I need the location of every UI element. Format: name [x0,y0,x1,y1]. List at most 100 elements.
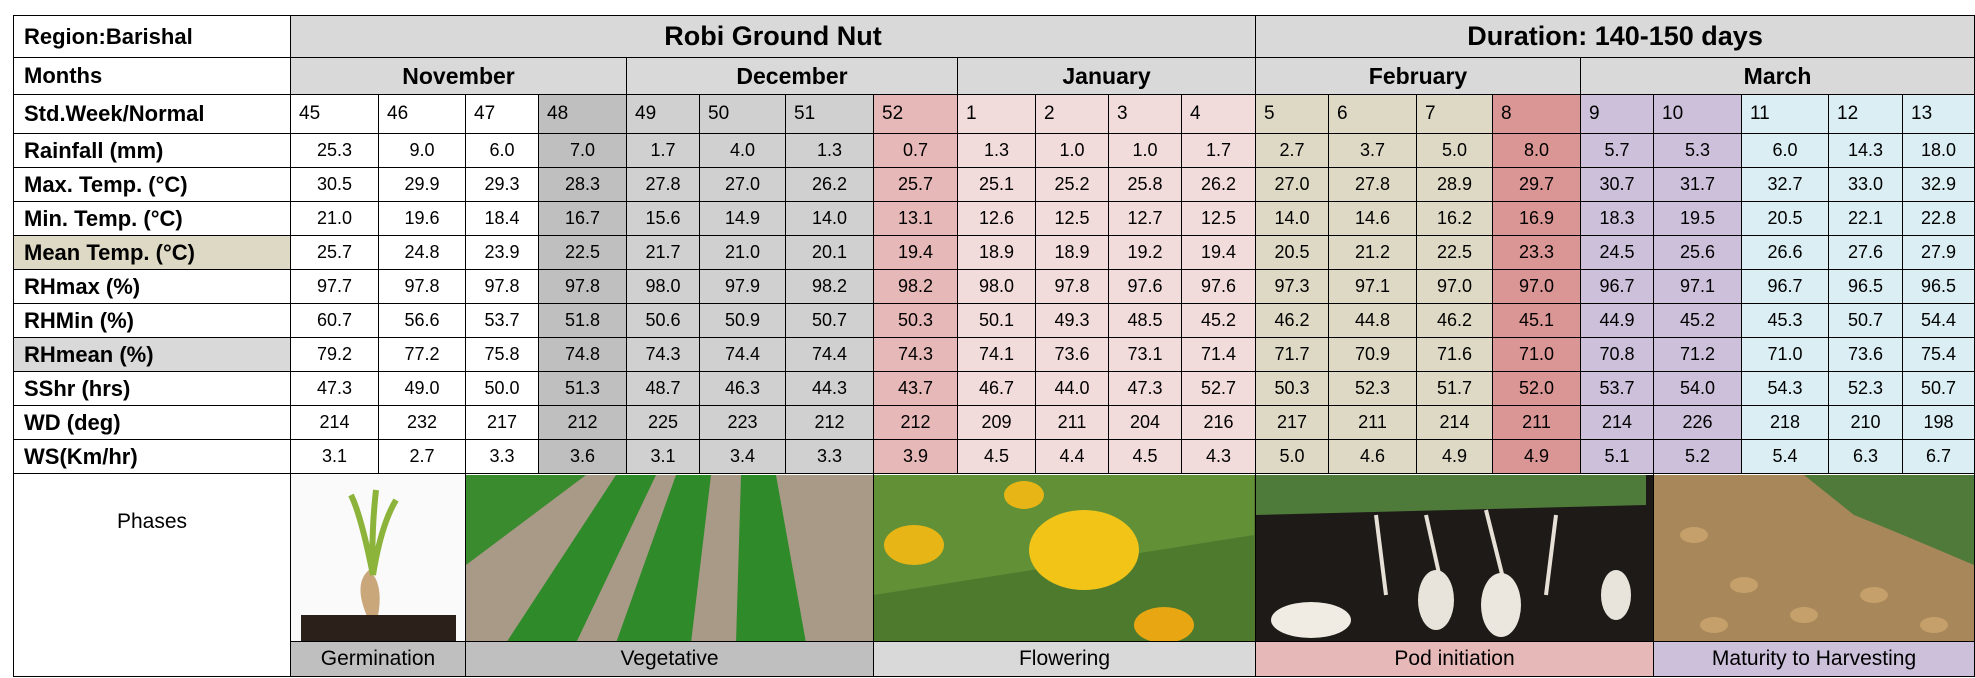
value: 54.4 [1903,304,1975,338]
value: 22.8 [1903,202,1975,236]
value: 97.6 [1182,270,1256,304]
value: 3.1 [291,440,379,474]
value: 97.1 [1654,270,1742,304]
value: 29.9 [379,168,466,202]
value: 75.8 [466,338,539,372]
value: 47.3 [291,372,379,406]
value: 14.3 [1829,134,1903,168]
value: 51.7 [1417,372,1493,406]
value: 26.2 [786,168,874,202]
value: 28.3 [539,168,627,202]
value: 12.7 [1109,202,1182,236]
value: 6.0 [1742,134,1829,168]
row-label: Phases [14,474,291,642]
week: 45 [291,95,379,134]
week: 8 [1493,95,1581,134]
value: 97.8 [1036,270,1109,304]
value: 71.2 [1654,338,1742,372]
value: 9.0 [379,134,466,168]
value: 198 [1903,406,1975,440]
value: 2.7 [1256,134,1329,168]
week: 50 [700,95,786,134]
value: 22.5 [539,236,627,270]
phase-image [291,474,466,642]
value: 98.0 [958,270,1036,304]
month: March [1581,58,1975,95]
week: 2 [1036,95,1109,134]
week: 51 [786,95,874,134]
value: 50.1 [958,304,1036,338]
value: 97.8 [379,270,466,304]
value: 46.2 [1256,304,1329,338]
value: 27.8 [1329,168,1417,202]
value: 26.6 [1742,236,1829,270]
value: 4.3 [1182,440,1256,474]
value: 4.0 [700,134,786,168]
phase-image [466,474,874,642]
images-row: Phases [14,474,1975,642]
page: Region:BarishalRobi Ground NutDuration: … [0,0,1975,678]
value: 5.4 [1742,440,1829,474]
week: 49 [627,95,700,134]
value: 22.1 [1829,202,1903,236]
value: 97.0 [1493,270,1581,304]
value: 30.5 [291,168,379,202]
week: 12 [1829,95,1903,134]
crop-title: Robi Ground Nut [291,16,1256,58]
value: 75.4 [1903,338,1975,372]
value: 15.6 [627,202,700,236]
value: 56.6 [379,304,466,338]
value: 211 [1329,406,1417,440]
value: 4.5 [958,440,1036,474]
value: 73.6 [1829,338,1903,372]
row-label: SShr (hrs) [14,372,291,406]
row-label: Std.Week/Normal [14,95,291,134]
value: 16.9 [1493,202,1581,236]
value: 1.7 [627,134,700,168]
value: 51.8 [539,304,627,338]
value: 4.9 [1417,440,1493,474]
value: 28.9 [1417,168,1493,202]
value: 232 [379,406,466,440]
value: 30.7 [1581,168,1654,202]
value: 212 [786,406,874,440]
value: 98.2 [874,270,958,304]
value: 225 [627,406,700,440]
row-label: WD (deg) [14,406,291,440]
region: Region:Barishal [14,16,291,58]
value: 96.5 [1829,270,1903,304]
value: 1.3 [958,134,1036,168]
value: 214 [291,406,379,440]
value: 22.5 [1417,236,1493,270]
value: 74.8 [539,338,627,372]
value: 29.3 [466,168,539,202]
duration: Duration: 140-150 days [1256,16,1975,58]
blank-cell [14,642,291,677]
value: 25.1 [958,168,1036,202]
value: 70.9 [1329,338,1417,372]
value: 96.7 [1581,270,1654,304]
value: 209 [958,406,1036,440]
value: 27.8 [627,168,700,202]
value: 210 [1829,406,1903,440]
value: 74.1 [958,338,1036,372]
value: 5.0 [1256,440,1329,474]
value: 3.1 [627,440,700,474]
value: 25.7 [874,168,958,202]
month: February [1256,58,1581,95]
value: 16.2 [1417,202,1493,236]
value: 96.7 [1742,270,1829,304]
value: 21.0 [700,236,786,270]
value: 50.3 [1256,372,1329,406]
value: 14.9 [700,202,786,236]
value: 6.0 [466,134,539,168]
value: 44.0 [1036,372,1109,406]
value: 24.8 [379,236,466,270]
value: 5.0 [1417,134,1493,168]
value: 97.6 [1109,270,1182,304]
